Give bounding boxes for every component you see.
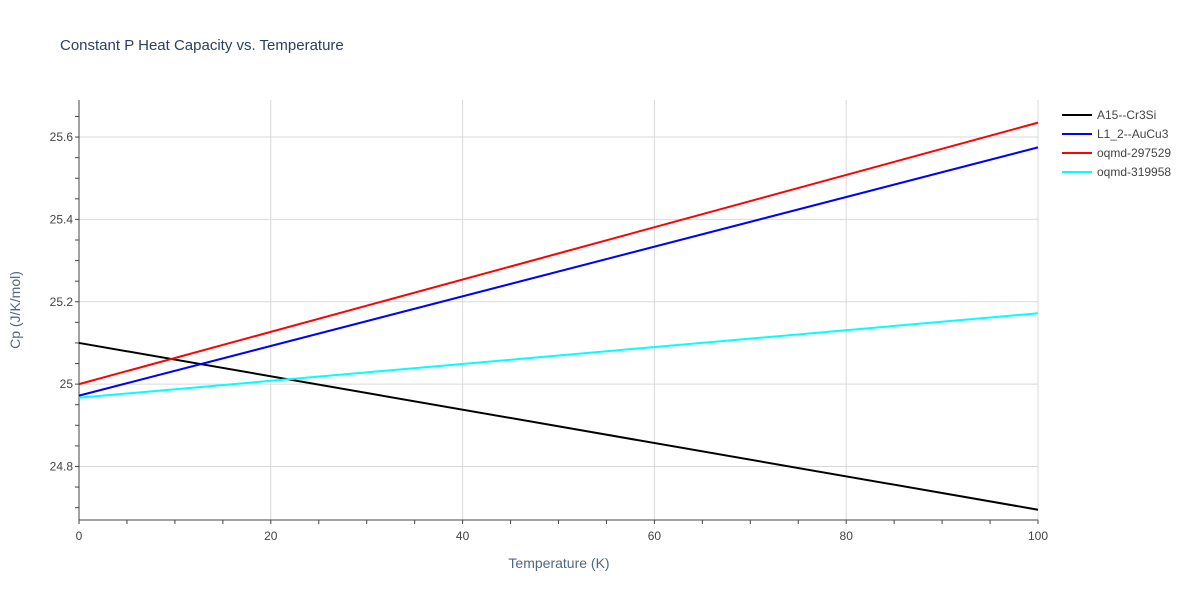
x-tick-label: 0 — [76, 529, 83, 543]
x-tick-label: 80 — [840, 529, 854, 543]
legend-label: oqmd-297529 — [1097, 146, 1171, 160]
series-line-A15--Cr3Si — [78, 341, 1039, 511]
series-line-L1_2--AuCu3 — [78, 146, 1039, 397]
y-tick-label: 25.6 — [50, 130, 74, 144]
axis-layer: 0 20 40 60 80 100 24.8 25 25.2 25.4 25.6 — [50, 100, 1048, 543]
grid-layer — [79, 100, 1039, 520]
legend-item[interactable]: L1_2--AuCu3 — [1062, 127, 1169, 141]
legend-item[interactable]: oqmd-297529 — [1062, 146, 1171, 160]
x-axis-title: Temperature (K) — [508, 555, 609, 571]
legend-label: L1_2--AuCu3 — [1097, 127, 1169, 141]
chart-title: Constant P Heat Capacity vs. Temperature — [60, 37, 344, 54]
y-axis-title: Cp (J/K/mol) — [7, 271, 23, 349]
series-line-oqmd-319958 — [78, 312, 1039, 399]
legend-label: A15--Cr3Si — [1097, 108, 1156, 122]
x-tick-label: 100 — [1028, 529, 1048, 543]
legend-label: oqmd-319958 — [1097, 165, 1171, 179]
y-tick-label: 25 — [60, 377, 74, 391]
y-tick-label: 24.8 — [50, 459, 74, 473]
x-tick-label: 60 — [648, 529, 662, 543]
legend: A15--Cr3Si L1_2--AuCu3 oqmd-297529 oqmd-319… — [1062, 108, 1171, 179]
y-tick-label: 25.4 — [50, 212, 74, 226]
legend-item[interactable]: A15--Cr3Si — [1062, 108, 1156, 122]
x-tick-label: 40 — [456, 529, 470, 543]
x-tick-label: 20 — [264, 529, 278, 543]
series-line-oqmd-297529 — [78, 121, 1039, 386]
y-tick-label: 25.2 — [50, 295, 74, 309]
legend-item[interactable]: oqmd-319958 — [1062, 165, 1171, 179]
series-layer — [78, 121, 1039, 511]
